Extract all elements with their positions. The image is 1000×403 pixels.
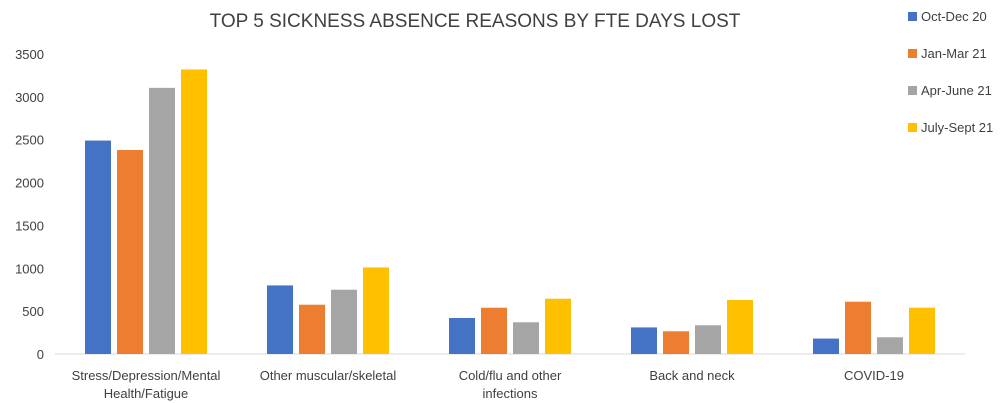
bar-jan-mar-21-cat-4 [663,331,689,354]
bar-oct-dec-20-cat-1 [85,140,111,354]
bar-oct-dec-20-cat-2 [267,285,293,354]
bar-jan-mar-21-cat-3 [481,307,507,354]
legend-label: Jan-Mar 21 [921,46,987,61]
legend-swatch [908,123,917,132]
x-category-label: COVID-19 [844,368,904,383]
bar-oct-dec-20-cat-4 [631,327,657,354]
bar-july-sept-21-cat-5 [909,307,935,354]
y-tick-label: 2500 [15,133,44,148]
bar-apr-june-21-cat-3 [513,322,539,354]
y-axis: 0 500 1000 1500 2000 2500 3000 3500 [15,47,44,362]
bar-july-sept-21-cat-2 [363,267,389,354]
bar-oct-dec-20-cat-3 [449,318,475,354]
x-category-label: Health/Fatigue [104,386,189,401]
x-category-label: infections [483,386,538,401]
legend-label: Oct-Dec 20 [921,9,987,24]
y-tick-label: 0 [37,347,44,362]
legend-swatch [908,12,917,21]
legend-swatch [908,49,917,58]
y-tick-label: 1000 [15,261,44,276]
x-category-label: Other muscular/skeletal [260,368,397,383]
x-category-label: Cold/flu and other [459,368,562,383]
bar-apr-june-21-cat-2 [331,289,357,354]
legend: Oct-Dec 20 Jan-Mar 21 Apr-June 21 July-Sept… [908,9,993,135]
x-axis-labels: Stress/Depression/Mental Health/Fatigue Ot… [72,368,904,401]
bar-july-sept-21-cat-3 [545,298,571,354]
bars [85,69,935,354]
bar-jan-mar-21-cat-5 [845,301,871,354]
x-category-label: Stress/Depression/Mental [72,368,221,383]
bar-apr-june-21-cat-5 [877,337,903,354]
bar-apr-june-21-cat-1 [149,87,175,354]
y-tick-label: 3000 [15,90,44,105]
bar-apr-june-21-cat-4 [695,325,721,354]
bar-july-sept-21-cat-4 [727,300,753,354]
bar-jan-mar-21-cat-1 [117,150,143,354]
bar-july-sept-21-cat-1 [181,69,207,354]
legend-swatch [908,86,917,95]
bar-jan-mar-21-cat-2 [299,304,325,354]
y-tick-label: 2000 [15,176,44,191]
y-tick-label: 1500 [15,218,44,233]
chart-title: TOP 5 SICKNESS ABSENCE REASONS BY FTE DA… [210,11,741,32]
x-category-label: Back and neck [649,368,735,383]
bar-oct-dec-20-cat-5 [813,338,839,354]
legend-label: July-Sept 21 [921,120,993,135]
y-tick-label: 500 [22,304,44,319]
legend-label: Apr-June 21 [921,83,992,98]
y-tick-label: 3500 [15,47,44,62]
